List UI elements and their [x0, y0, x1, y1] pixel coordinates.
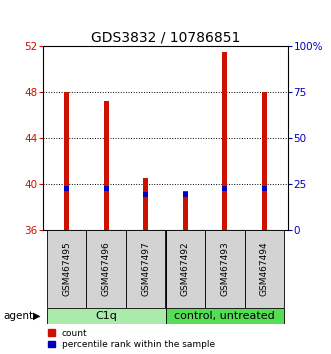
- Bar: [104, 101, 109, 230]
- Text: ▶: ▶: [33, 311, 41, 321]
- Text: C1q: C1q: [95, 311, 117, 321]
- Text: GSM467496: GSM467496: [102, 242, 111, 296]
- Legend: count, percentile rank within the sample: count, percentile rank within the sample: [48, 329, 215, 349]
- Bar: [222, 186, 227, 191]
- Text: control, untreated: control, untreated: [174, 311, 275, 321]
- Bar: [86, 230, 126, 308]
- Bar: [262, 92, 267, 230]
- Bar: [143, 192, 148, 197]
- Bar: [64, 186, 69, 191]
- Title: GDS3832 / 10786851: GDS3832 / 10786851: [91, 31, 240, 45]
- Bar: [126, 230, 166, 308]
- Text: GSM467493: GSM467493: [220, 242, 229, 296]
- Text: GSM467492: GSM467492: [181, 242, 190, 296]
- Bar: [166, 230, 205, 308]
- Bar: [47, 230, 86, 308]
- Bar: [64, 92, 69, 230]
- Bar: [183, 192, 188, 197]
- Bar: [222, 52, 227, 230]
- Bar: [205, 230, 245, 308]
- Bar: [166, 308, 284, 324]
- Text: GSM467495: GSM467495: [62, 242, 71, 296]
- Text: agent: agent: [3, 311, 33, 321]
- Text: GSM467497: GSM467497: [141, 242, 150, 296]
- Bar: [245, 230, 284, 308]
- Bar: [183, 191, 188, 230]
- Text: GSM467494: GSM467494: [260, 242, 269, 296]
- Bar: [143, 178, 148, 230]
- Bar: [262, 186, 267, 191]
- Bar: [47, 308, 166, 324]
- Bar: [104, 186, 109, 191]
